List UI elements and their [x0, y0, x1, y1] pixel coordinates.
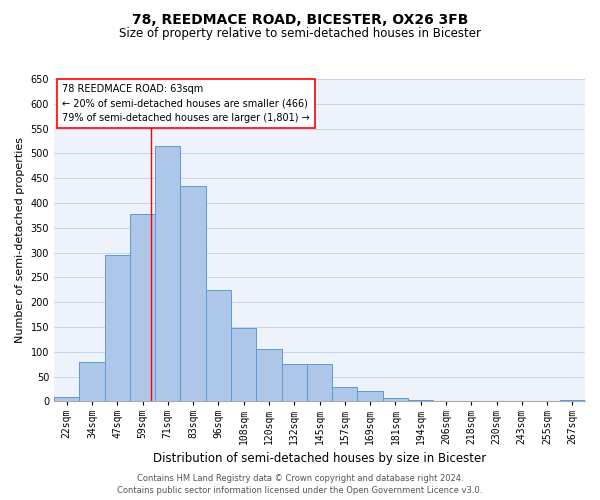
Bar — [104, 255, 130, 402]
Bar — [281, 364, 307, 402]
Bar — [206, 290, 231, 402]
Bar — [54, 396, 79, 402]
Bar — [231, 328, 256, 402]
Bar — [307, 364, 332, 402]
Bar — [358, 390, 383, 402]
X-axis label: Distribution of semi-detached houses by size in Bicester: Distribution of semi-detached houses by … — [153, 452, 486, 465]
Bar — [181, 186, 206, 402]
Text: Contains HM Land Registry data © Crown copyright and database right 2024.
Contai: Contains HM Land Registry data © Crown c… — [118, 474, 482, 495]
Bar — [79, 362, 104, 402]
Y-axis label: Number of semi-detached properties: Number of semi-detached properties — [15, 137, 25, 343]
Bar — [332, 386, 358, 402]
Bar — [560, 400, 585, 402]
Bar — [383, 398, 408, 402]
Bar — [256, 349, 281, 402]
Bar — [130, 214, 155, 402]
Text: 78 REEDMACE ROAD: 63sqm
← 20% of semi-detached houses are smaller (466)
79% of s: 78 REEDMACE ROAD: 63sqm ← 20% of semi-de… — [62, 84, 310, 124]
Text: 78, REEDMACE ROAD, BICESTER, OX26 3FB: 78, REEDMACE ROAD, BICESTER, OX26 3FB — [132, 12, 468, 26]
Text: Size of property relative to semi-detached houses in Bicester: Size of property relative to semi-detach… — [119, 28, 481, 40]
Bar — [408, 400, 433, 402]
Bar — [155, 146, 181, 402]
